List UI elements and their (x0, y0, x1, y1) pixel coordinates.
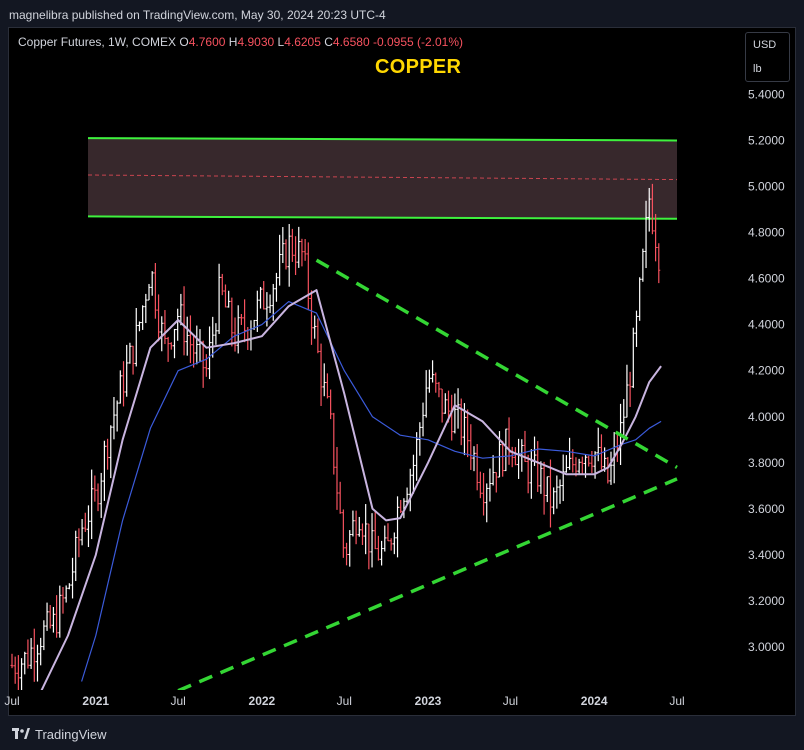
x-tick-label: 2022 (249, 694, 276, 708)
x-axis: Jul 2021 Jul 2022 Jul 2023 Jul 2024 Jul (4, 694, 684, 708)
y-tick-label: 3.0000 (748, 640, 785, 654)
y-tick-label: 4.8000 (748, 226, 785, 240)
y-tick-label: 3.4000 (748, 548, 785, 562)
y-tick-label: 5.2000 (748, 133, 785, 147)
price-bars (10, 183, 661, 690)
change-value: -0.0955 (-2.01%) (372, 35, 464, 49)
y-tick-label: 4.2000 (748, 364, 785, 378)
x-tick-label: Jul (669, 694, 684, 708)
x-tick-label: 2023 (415, 694, 442, 708)
symbol-label[interactable]: Copper Futures, 1W, COMEX (18, 35, 177, 49)
y-tick-label: 3.8000 (748, 456, 785, 470)
trendlines (177, 258, 678, 690)
low-key: L (277, 35, 285, 49)
ma-slow-line (81, 301, 662, 682)
resistance-zone-fill (88, 138, 678, 219)
unit-label: lb (753, 63, 762, 75)
x-tick-label: 2024 (581, 694, 608, 708)
x-tick-label: Jul (503, 694, 518, 708)
y-tick-label: 3.6000 (748, 502, 785, 516)
x-tick-label: 2021 (82, 694, 109, 708)
currency-unit-selector[interactable]: USD lb (745, 32, 790, 82)
close-value: 4.6580 (332, 35, 370, 49)
close-key: C (324, 35, 333, 49)
currency-label: USD (753, 39, 777, 51)
resistance-zone-lower-line (88, 215, 678, 220)
lower-trendline (177, 477, 678, 690)
resistance-zone-upper-line (88, 137, 678, 142)
publish-info: magnelibra published on TradingView.com,… (0, 0, 804, 30)
y-tick-label: 3.2000 (748, 594, 785, 608)
low-value: 4.6205 (284, 35, 321, 49)
x-tick-label: Jul (337, 694, 352, 708)
chart-legend: Copper Futures, 1W, COMEX O4.7600 H4.903… (18, 35, 463, 49)
tradingview-logo-icon (12, 728, 30, 739)
footer: TradingView (0, 718, 804, 750)
high-value: 4.9030 (237, 35, 275, 49)
tradingview-brand: TradingView (35, 726, 107, 742)
y-axis: 5.4000 5.2000 5.0000 4.8000 4.6000 4.4000 4.20… (748, 87, 785, 654)
y-tick-label: 5.0000 (748, 180, 785, 194)
moving-averages (40, 289, 662, 690)
ma-fast-line (40, 289, 662, 690)
resistance-zone (88, 137, 678, 220)
open-key: O (179, 35, 189, 49)
high-key: H (228, 35, 238, 49)
y-tick-label: 5.4000 (748, 87, 785, 101)
open-value: 4.7600 (188, 35, 226, 49)
y-tick-label: 4.4000 (748, 318, 785, 332)
resistance-zone-mid-line (88, 174, 678, 181)
chart-title: COPPER (375, 56, 462, 78)
x-tick-label: Jul (170, 694, 185, 708)
upper-trendline (315, 258, 678, 469)
x-tick-label: Jul (4, 694, 19, 708)
y-tick-label: 4.6000 (748, 272, 785, 286)
tradingview-logo[interactable]: TradingView (12, 727, 107, 742)
y-tick-label: 4.0000 (748, 410, 785, 424)
